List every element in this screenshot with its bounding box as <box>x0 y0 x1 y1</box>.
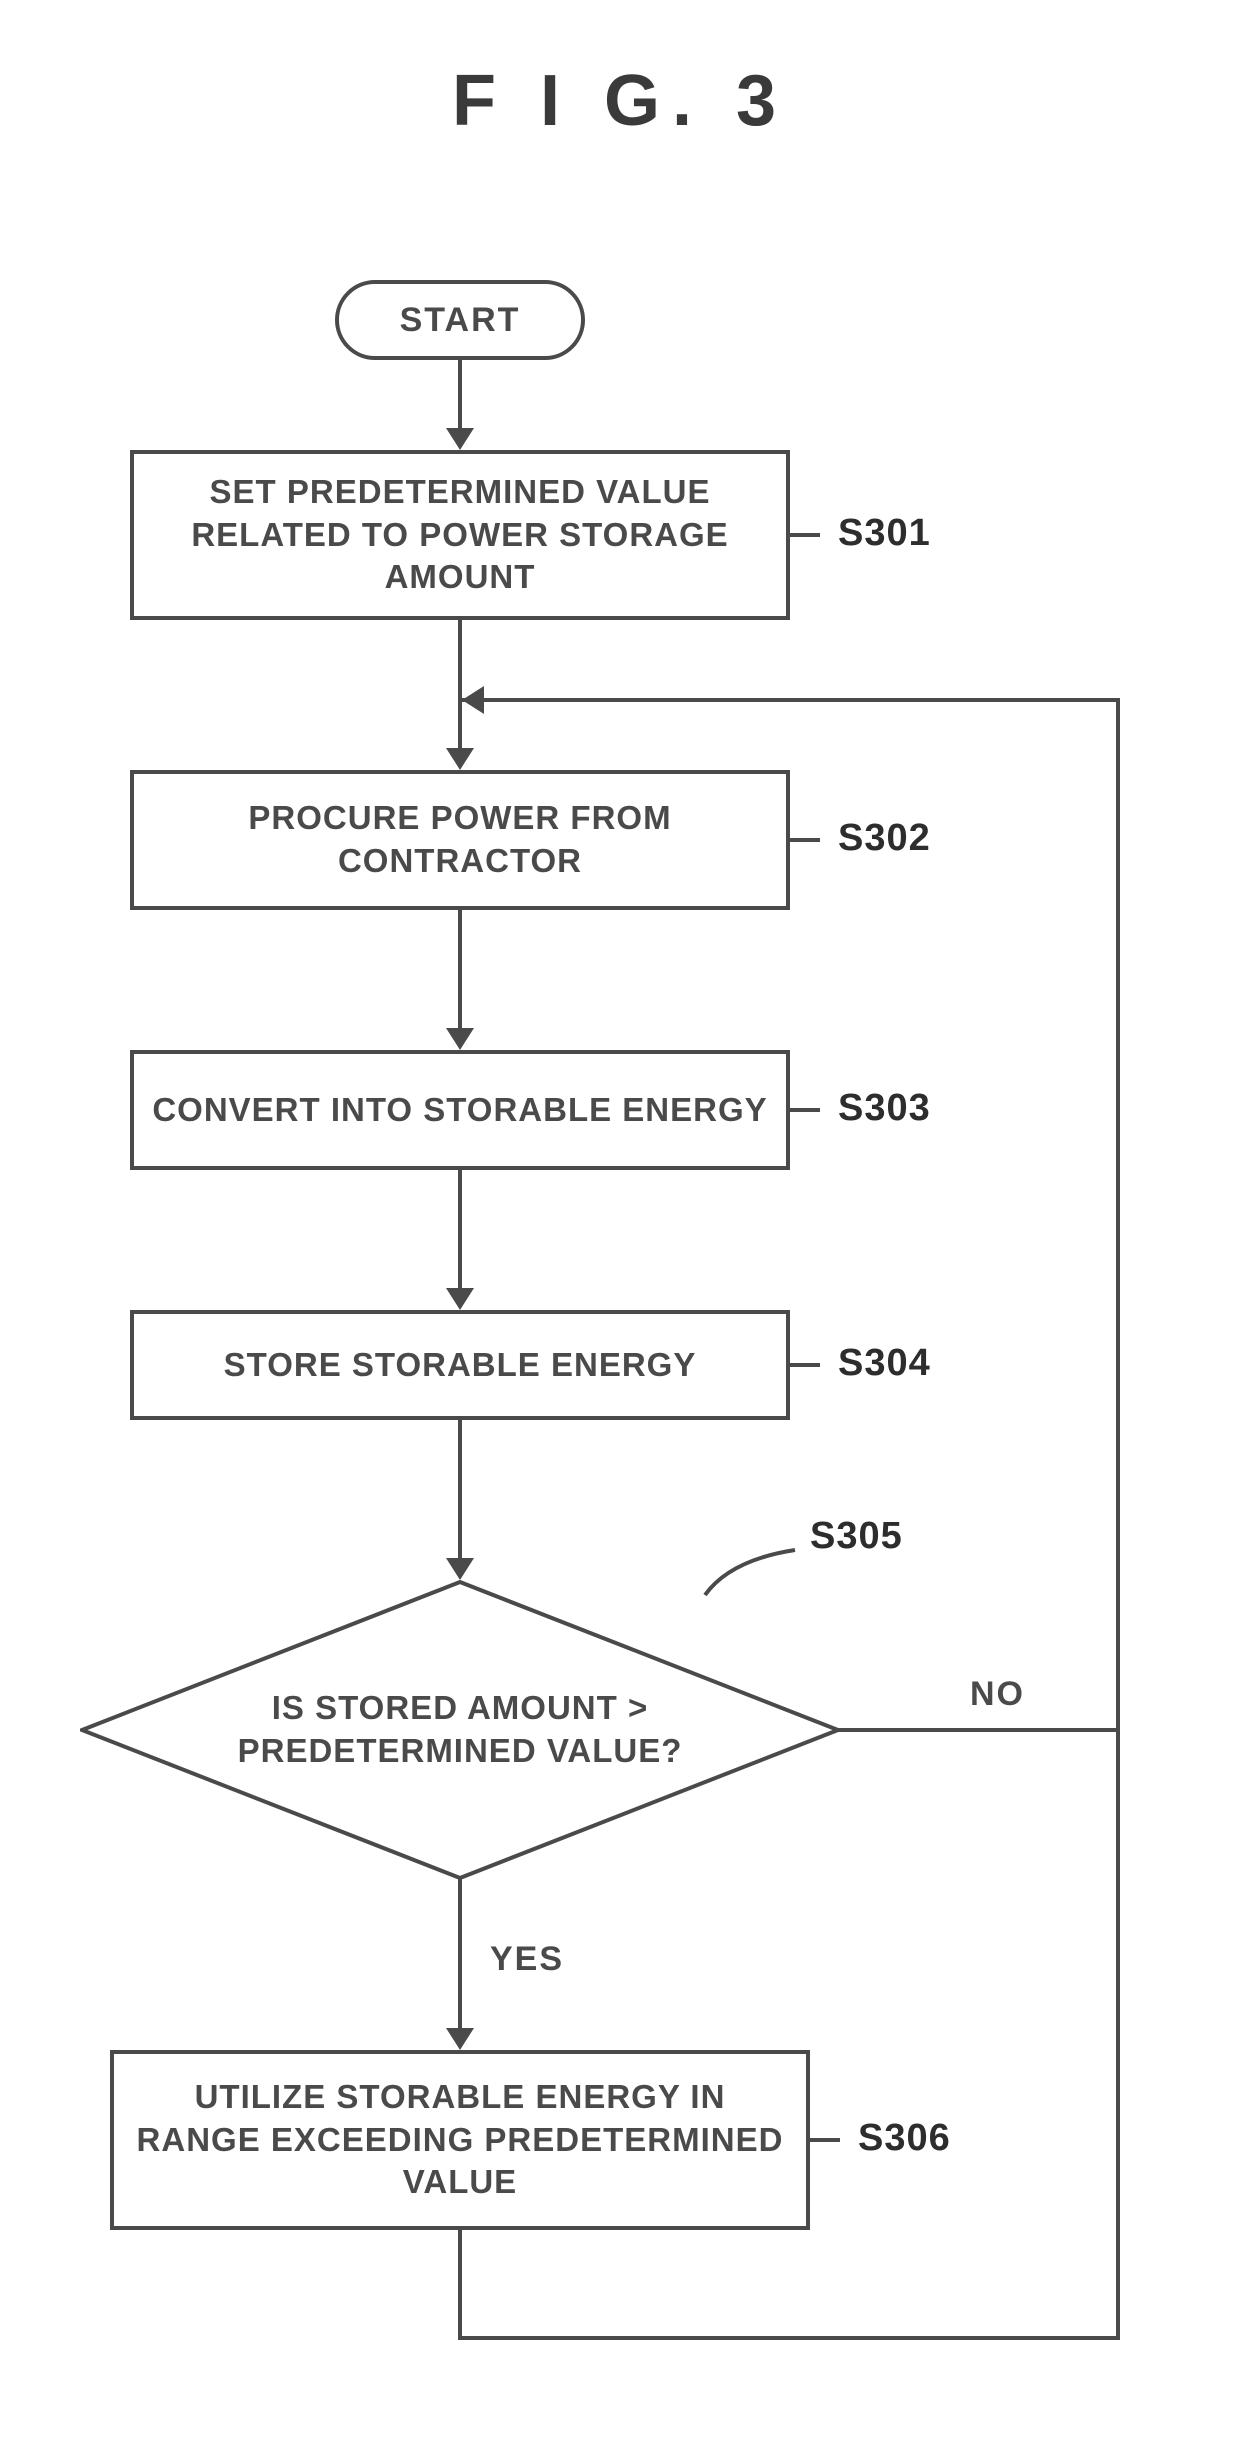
node-s305: IS STORED AMOUNT > PREDETERMINED VALUE? <box>80 1580 840 1880</box>
edge-start-s301 <box>458 360 462 430</box>
edge-loop-v <box>1116 698 1120 1732</box>
label-s305: S305 <box>810 1515 903 1558</box>
edge-s302-s303 <box>458 910 462 1030</box>
figure-title: F I G. 3 <box>452 60 788 142</box>
label-s306: S306 <box>858 2117 951 2160</box>
edge-s306-up <box>1116 1728 1120 2340</box>
edge-no-label: NO <box>970 1675 1025 1714</box>
edge-s306-down <box>458 2230 462 2340</box>
node-s305-text: IS STORED AMOUNT > PREDETERMINED VALUE? <box>175 1687 745 1773</box>
edge-s304-s305-head <box>446 1558 474 1580</box>
edge-s301-s302-a <box>458 620 462 750</box>
node-s306: UTILIZE STORABLE ENERGY IN RANGE EXCEEDI… <box>110 2050 810 2230</box>
label-tick-s304 <box>790 1363 820 1367</box>
node-s301-text: SET PREDETERMINED VALUE RELATED TO POWER… <box>150 471 770 600</box>
node-s301: SET PREDETERMINED VALUE RELATED TO POWER… <box>130 450 790 620</box>
node-start-text: START <box>400 301 521 340</box>
edge-s301-s302-head <box>446 748 474 770</box>
label-tick-s303 <box>790 1108 820 1112</box>
node-s302: PROCURE POWER FROM CONTRACTOR <box>130 770 790 910</box>
label-tick-s302 <box>790 838 820 842</box>
flowchart-container: START SET PREDETERMINED VALUE RELATED TO… <box>0 280 1240 2380</box>
edge-loop-merge-head <box>462 686 484 714</box>
label-tick-s306 <box>810 2138 840 2142</box>
node-s302-text: PROCURE POWER FROM CONTRACTOR <box>150 797 770 883</box>
edge-s304-s305 <box>458 1420 462 1560</box>
node-start: START <box>335 280 585 360</box>
label-s301: S301 <box>838 512 931 555</box>
edge-no-h <box>838 1728 1120 1732</box>
edge-s306-right <box>458 2336 1120 2340</box>
edge-s303-s304-head <box>446 1288 474 1310</box>
node-s306-text: UTILIZE STORABLE ENERGY IN RANGE EXCEEDI… <box>130 2076 790 2205</box>
label-s302: S302 <box>838 817 931 860</box>
label-s303: S303 <box>838 1087 931 1130</box>
node-s303-text: CONVERT INTO STORABLE ENERGY <box>152 1089 767 1132</box>
edge-start-s301-head <box>446 428 474 450</box>
edge-s303-s304 <box>458 1170 462 1290</box>
node-s303: CONVERT INTO STORABLE ENERGY <box>130 1050 790 1170</box>
label-s304: S304 <box>838 1342 931 1385</box>
edge-s302-s303-head <box>446 1028 474 1050</box>
edge-loop-merge-h <box>462 698 1120 702</box>
edge-yes-label: YES <box>490 1940 564 1979</box>
node-s304: STORE STORABLE ENERGY <box>130 1310 790 1420</box>
edge-yes-head <box>446 2028 474 2050</box>
edge-yes-v <box>458 1878 462 2030</box>
label-tick-s301 <box>790 533 820 537</box>
label-leader-s305 <box>700 1520 820 1600</box>
node-s304-text: STORE STORABLE ENERGY <box>224 1344 697 1387</box>
